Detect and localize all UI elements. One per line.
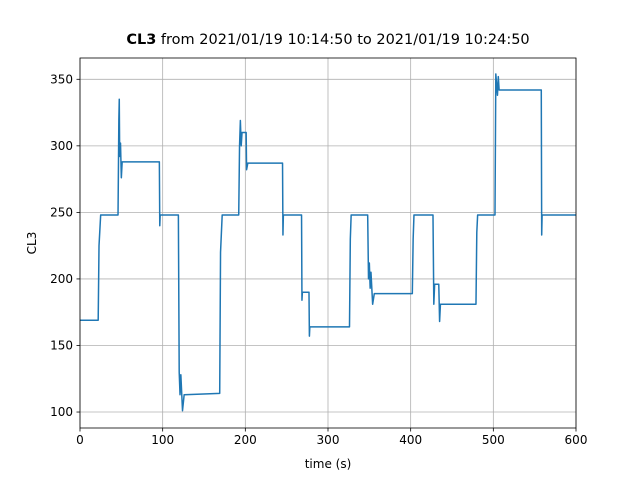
title-text: from 2021/01/19 10:14:50 to 2021/01/19 1… — [161, 32, 530, 48]
x-axis-label: time (s) — [305, 457, 352, 471]
x-tick-label: 0 — [76, 433, 84, 447]
x-tick-label: 500 — [482, 433, 505, 447]
y-tick-label: 350 — [50, 72, 73, 86]
y-tick-label: 250 — [50, 205, 73, 219]
y-axis-label: CL3 — [25, 232, 39, 255]
x-tick-label: 400 — [399, 433, 422, 447]
x-tick-label: 100 — [151, 433, 174, 447]
y-tick-label: 100 — [50, 405, 73, 419]
plot-frame — [79, 57, 577, 429]
line — [80, 73, 576, 412]
chart-title: CL3 from 2021/01/19 10:14:50 to 2021/01/… — [126, 32, 529, 48]
y-tick-label: 200 — [50, 272, 73, 286]
x-tick-label: 600 — [565, 433, 588, 447]
y-tick-label: 300 — [50, 139, 73, 153]
title-bold: CL3 — [126, 32, 156, 48]
x-tick-label: 300 — [317, 433, 340, 447]
y-tick-label: 150 — [50, 338, 73, 352]
x-tick-label: 200 — [234, 433, 257, 447]
